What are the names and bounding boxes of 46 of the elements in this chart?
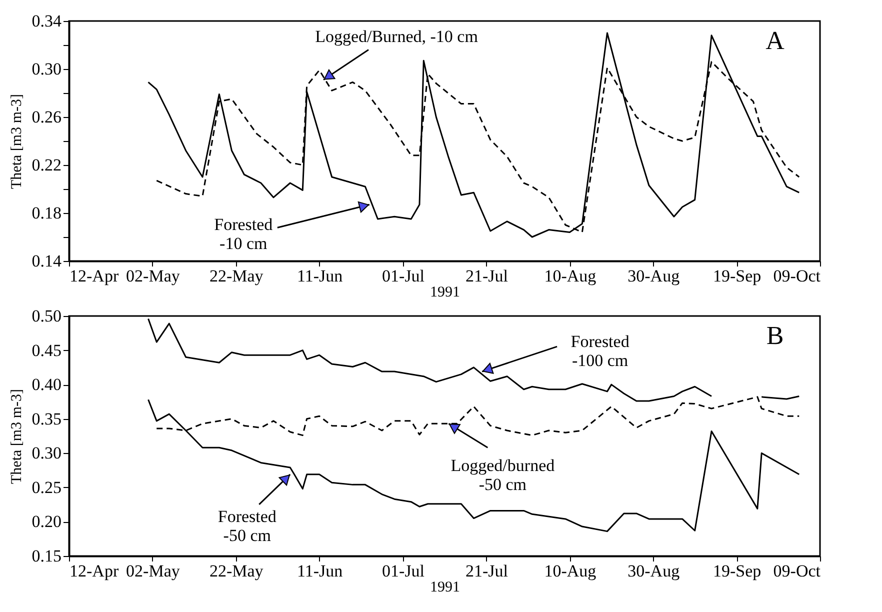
y-tick-label: 0.14 xyxy=(32,252,62,270)
y-tick-label: 0.18 xyxy=(32,204,62,222)
y-tick-label: 0.22 xyxy=(32,156,62,174)
annotation: B xyxy=(766,321,784,350)
x-axis-title: 1991 xyxy=(430,580,460,596)
annotation: Logged/burned -50 cm xyxy=(450,456,556,494)
x-tick-label: 30-Aug xyxy=(628,266,680,286)
annotation: Forested -50 cm xyxy=(218,506,277,545)
x-tick-label: 12-Apr xyxy=(70,266,119,286)
x-tick-label: 22-May xyxy=(209,562,264,580)
x-tick-label: 01-Jul xyxy=(382,266,425,286)
line-series xyxy=(148,32,800,238)
y-tick-label: 0.25 xyxy=(32,478,62,497)
x-tick-label: 11-Jun xyxy=(297,266,344,286)
y-tick-label: 0.34 xyxy=(32,12,62,30)
y-tick-label: 0.35 xyxy=(32,409,62,428)
x-tick-label: 02-May xyxy=(126,562,180,580)
x-tick-label: 22-May xyxy=(209,266,264,286)
x-tick-label: 10-Aug xyxy=(544,562,597,580)
y-tick-label: 0.26 xyxy=(32,108,62,126)
y-tick-label: 0.45 xyxy=(32,340,62,360)
y-tick-label: 0.50 xyxy=(32,306,62,326)
x-tick-label: 09-Oct xyxy=(773,562,821,580)
y-tick-label: 0.20 xyxy=(32,512,62,532)
x-tick-label: 02-May xyxy=(126,266,180,286)
x-tick-label: 12-Apr xyxy=(70,562,119,580)
annotation: Forested -100 cm xyxy=(570,332,630,370)
annotation: Forested -10 cm xyxy=(214,215,274,254)
y-axis-title: Theta [m3 m-3] xyxy=(8,94,25,189)
y-axis-title: Theta [m3 m-3] xyxy=(8,389,25,484)
x-tick-label: 21-Jul xyxy=(465,266,508,286)
annotation: Logged/Burned, -10 cm xyxy=(315,26,478,46)
y-tick-label: 0.30 xyxy=(32,60,62,78)
x-tick-label: 19-Sep xyxy=(712,266,762,286)
x-tick-label: 21-Jul xyxy=(465,562,508,580)
x-tick-label: 10-Aug xyxy=(544,266,597,286)
x-tick-label: 30-Aug xyxy=(628,562,680,580)
x-tick-label: 01-Jul xyxy=(382,562,425,580)
y-tick-label: 0.30 xyxy=(32,444,62,463)
annotation: A xyxy=(766,26,785,55)
x-tick-label: 11-Jun xyxy=(297,562,344,580)
x-tick-label: 19-Sep xyxy=(712,562,762,580)
x-axis-title: 1991 xyxy=(430,284,460,300)
x-tick-label: 09-Oct xyxy=(773,266,821,286)
y-tick-label: 0.40 xyxy=(32,375,62,394)
y-tick-label: 0.15 xyxy=(32,546,62,566)
